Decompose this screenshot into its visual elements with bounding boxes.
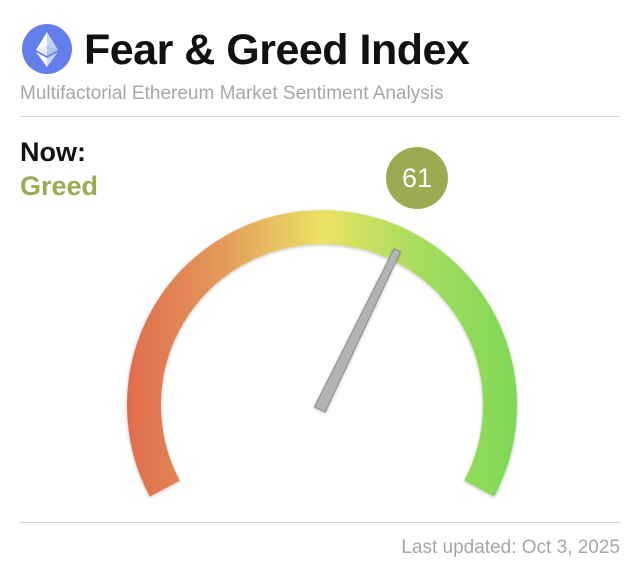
last-updated: Last updated: Oct 3, 2025	[401, 537, 620, 558]
gauge-needle	[313, 248, 402, 413]
now-label: Now:	[20, 137, 86, 167]
gauge-arc	[127, 210, 517, 497]
sentiment-classification: Greed	[20, 171, 99, 201]
page-subtitle: Multifactorial Ethereum Market Sentiment…	[20, 83, 444, 104]
header: Fear & Greed Index	[20, 24, 620, 76]
header-divider	[20, 116, 620, 117]
ethereum-icon	[22, 24, 72, 74]
sentiment-value-badge: 61	[386, 147, 448, 209]
footer-divider	[20, 522, 620, 523]
page-title: Fear & Greed Index	[84, 26, 470, 74]
